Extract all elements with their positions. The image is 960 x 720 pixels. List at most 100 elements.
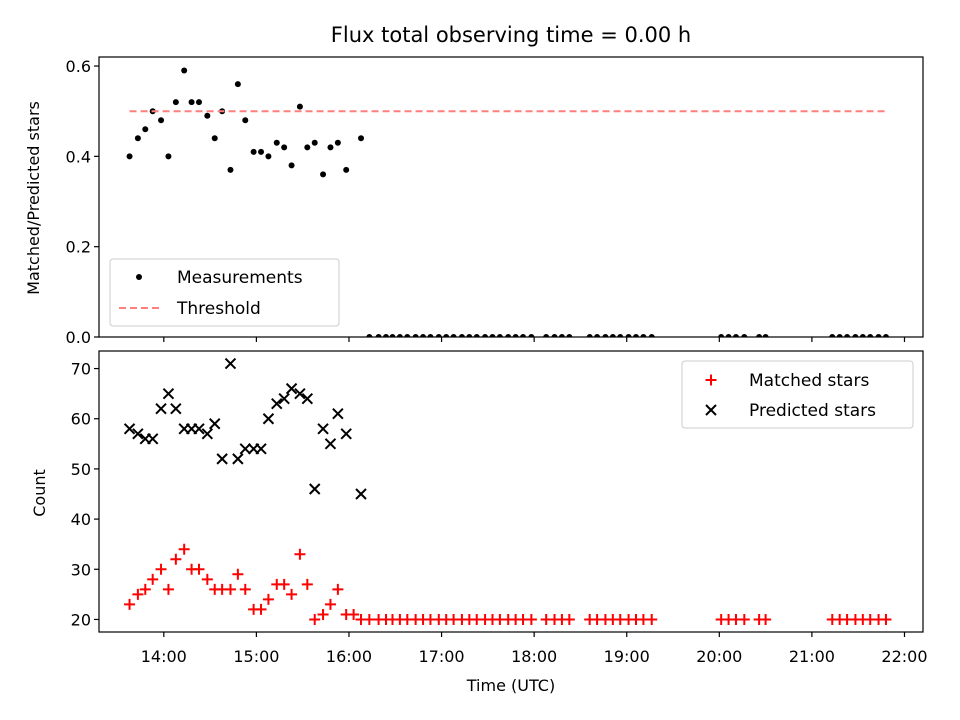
predicted-stars-point [278, 392, 290, 405]
measurements-point [489, 334, 496, 337]
measurements-point [844, 334, 851, 337]
predicted-stars-point [262, 413, 275, 425]
matched-stars-point [880, 613, 892, 625]
matched-stars-point [309, 613, 321, 625]
matched-stars-point [286, 588, 298, 600]
measurements-point [227, 166, 234, 173]
matched-stars-point [147, 573, 159, 585]
predicted-stars-point [271, 397, 283, 410]
matched-stars-point [162, 583, 174, 595]
measurements-point [551, 334, 558, 337]
measurements-point [566, 334, 573, 337]
legend-label-predicted-stars: Predicted stars [749, 401, 876, 421]
predicted-stars-point [224, 357, 237, 370]
measurements-point [473, 334, 480, 337]
predicted-stars-point [355, 488, 367, 500]
predicted-stars-point [209, 418, 221, 430]
measurements-point [632, 334, 639, 337]
y-tick-label: 60 [71, 410, 91, 429]
measurements-point [404, 334, 411, 337]
measurements-point [718, 334, 725, 337]
measurements-point [242, 117, 249, 124]
legend-label-matched-stars: Matched stars [749, 371, 869, 391]
matched-stars-point [301, 578, 313, 590]
measurements-point [188, 99, 195, 106]
x-tick-label: 14:00 [141, 647, 187, 666]
y-tick-label: 0.0 [66, 328, 91, 347]
measurements-point [281, 144, 288, 151]
matched-stars-point [178, 543, 190, 555]
measurements-point [420, 334, 427, 337]
measurements-point [867, 334, 874, 337]
measurements-point [265, 153, 272, 160]
y-tick-label: 30 [71, 560, 91, 579]
legend-label-threshold: Threshold [176, 299, 261, 319]
measurements-point [859, 334, 866, 337]
chart-title: Flux total observing time = 0.00 h [331, 23, 691, 47]
measurements-point [875, 334, 882, 337]
measurements-point [412, 334, 419, 337]
measurements-point [273, 139, 280, 146]
predicted-stars-point [309, 483, 321, 495]
measurements-point [172, 99, 179, 106]
measurements-point [195, 99, 202, 106]
legend-label-measurements: Measurements [177, 268, 303, 288]
ratio-plot-area: 0.0 0.2 0.4 0.6 Measurements Threshold [66, 56, 924, 347]
measurements-point [520, 334, 527, 337]
legend-swatch-measurements [136, 274, 142, 280]
predicted-stars-point [170, 402, 182, 415]
measurements-point [443, 334, 450, 337]
predicted-stars-point [285, 382, 298, 395]
matched-stars-point [760, 613, 772, 625]
predicted-stars-point [324, 438, 337, 450]
matched-stars-point [324, 598, 336, 610]
matched-stars-point [525, 613, 537, 625]
measurements-point [450, 334, 457, 337]
predicted-stars-point [340, 428, 352, 440]
predicted-stars-point [146, 433, 159, 445]
series-layer [123, 357, 892, 625]
matched-stars-point [124, 598, 136, 610]
measurements-point [558, 334, 565, 337]
measurements-point [505, 334, 512, 337]
measurements-point [543, 334, 550, 337]
measurements-point [258, 148, 265, 155]
measurements-point [435, 334, 442, 337]
x-tick-label: 22:00 [881, 647, 927, 666]
measurements-point [296, 103, 303, 110]
predicted-stars-point [317, 423, 329, 435]
matched-stars-point [139, 583, 151, 595]
matched-stars-point [294, 548, 306, 560]
y-tick-label: 0.2 [66, 238, 91, 257]
predicted-stars-point [201, 428, 214, 440]
matched-stars-point [224, 583, 236, 595]
measurements-point [250, 148, 257, 155]
matched-stars-point [317, 608, 329, 620]
measurements-point [334, 139, 341, 146]
predicted-stars-point [255, 443, 267, 455]
measurements-point [528, 334, 535, 337]
measurements-point [466, 334, 473, 337]
measurements-point [594, 334, 601, 337]
y-tick-label: 50 [71, 460, 91, 479]
predicted-stars-point [216, 453, 228, 465]
matched-stars-point [232, 568, 244, 580]
matched-stars-point [738, 613, 750, 625]
y-tick-label: 0.6 [66, 57, 91, 76]
matched-stars-point [201, 573, 213, 585]
matched-stars-point [563, 613, 575, 625]
measurements-point [204, 112, 211, 119]
measurements-point [366, 334, 373, 337]
measurements-point [134, 135, 141, 142]
matched-stars-point [332, 583, 344, 595]
measurements-point [181, 67, 188, 74]
measurements-point [625, 334, 632, 337]
legend [681, 360, 914, 429]
x-tick-label: 21:00 [789, 647, 835, 666]
matched-stars-point [646, 613, 658, 625]
measurements-point [396, 334, 403, 337]
predicted-stars-point [301, 392, 314, 405]
legend [109, 258, 340, 327]
measurements-point [383, 334, 390, 337]
